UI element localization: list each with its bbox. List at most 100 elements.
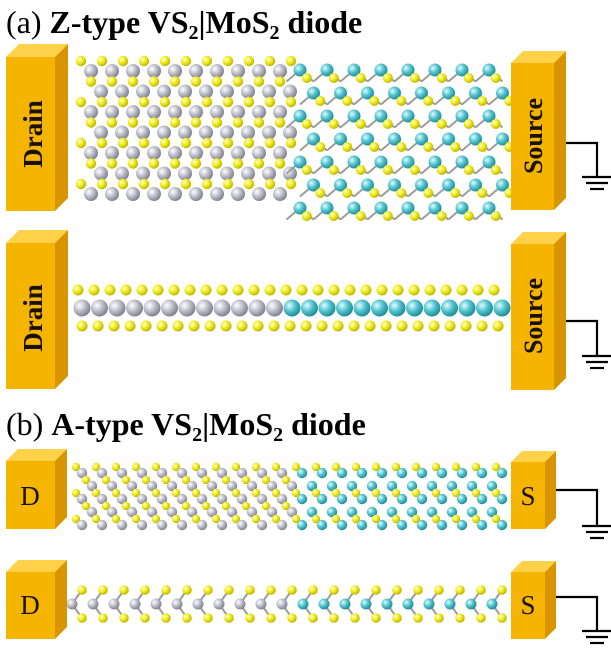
molybdenum-atom bbox=[396, 519, 408, 531]
sulfur-atom bbox=[138, 96, 150, 108]
molybdenum-atom bbox=[476, 299, 493, 317]
source-label-b-top: S bbox=[520, 481, 535, 511]
panel-b-title: (b) A-type VS2|MoS2 diode bbox=[6, 408, 366, 445]
sulfur-atom bbox=[120, 284, 132, 296]
vanadium-atom bbox=[286, 506, 298, 518]
molybdenum-atom bbox=[402, 598, 414, 610]
molybdenum-atom bbox=[316, 467, 328, 479]
vanadium-atom bbox=[256, 467, 268, 479]
molybdenum-atom bbox=[456, 467, 468, 479]
vanadium-atom bbox=[266, 480, 278, 492]
molybdenum-atom bbox=[423, 598, 435, 610]
vanadium-atom bbox=[252, 146, 266, 160]
sulfur-atom bbox=[284, 320, 296, 332]
sulfur-atom bbox=[182, 585, 192, 595]
vanadium-atom bbox=[231, 64, 245, 78]
sulfur-atom bbox=[423, 188, 434, 198]
sulfur-atom bbox=[159, 137, 171, 149]
molybdenum-atom bbox=[296, 493, 308, 505]
vanadium-atom bbox=[94, 84, 108, 99]
vanadium-atom bbox=[236, 493, 248, 505]
sulfur-atom bbox=[287, 613, 297, 623]
vanadium-atom bbox=[199, 166, 213, 181]
molybdenum-atom bbox=[436, 493, 448, 505]
sulfur-atom bbox=[455, 613, 465, 623]
sulfur-atom bbox=[101, 475, 111, 485]
sulfur-atom bbox=[296, 284, 308, 296]
sulfur-atom bbox=[436, 211, 447, 221]
sulfur-atom bbox=[450, 96, 461, 106]
vanadium-atom bbox=[231, 146, 245, 160]
molybdenum-atom bbox=[469, 86, 482, 100]
sulfur-atom bbox=[211, 158, 223, 169]
vanadium-atom bbox=[186, 506, 198, 518]
sulfur-atom bbox=[127, 117, 139, 128]
sulfur-atom bbox=[71, 488, 81, 498]
molybdenum-atom bbox=[301, 299, 318, 317]
sulfur-atom bbox=[329, 613, 339, 623]
vanadium-atom bbox=[262, 84, 276, 99]
sulfur-atom bbox=[169, 117, 181, 128]
sulfur-atom bbox=[451, 462, 461, 472]
molybdenum-atom bbox=[416, 467, 428, 479]
molybdenum-atom bbox=[296, 519, 308, 531]
sulfur-atom bbox=[351, 514, 361, 524]
sulfur-atom bbox=[350, 585, 360, 595]
sulfur-atom bbox=[117, 96, 129, 108]
sulfur-atom bbox=[315, 188, 326, 198]
vanadium-atom bbox=[273, 64, 287, 78]
vanadium-atom bbox=[286, 480, 298, 492]
source-electrode-b-side: S bbox=[511, 561, 556, 639]
vanadium-atom bbox=[108, 299, 126, 317]
molybdenum-atom bbox=[446, 506, 458, 518]
vanadium-atom bbox=[115, 84, 129, 99]
molybdenum-atom bbox=[361, 178, 374, 192]
vanadium-atom bbox=[241, 84, 255, 99]
sulfur-atom bbox=[342, 96, 353, 106]
vanadium-atom bbox=[241, 125, 255, 140]
vanadium-atom bbox=[96, 519, 108, 531]
vanadium-atom bbox=[262, 166, 276, 181]
sulfur-atom bbox=[159, 96, 171, 108]
sulfur-atom bbox=[98, 613, 108, 623]
sulfur-atom bbox=[184, 284, 196, 296]
vanadium-atom bbox=[73, 299, 91, 317]
vanadium-atom bbox=[220, 166, 234, 181]
sulfur-atom bbox=[169, 158, 181, 169]
vanadium-atom bbox=[146, 480, 158, 492]
sulfur-atom bbox=[91, 462, 101, 472]
vanadium-atom bbox=[226, 480, 238, 492]
sulfur-atom bbox=[455, 585, 465, 595]
sulfur-atom bbox=[291, 514, 301, 524]
vanadium-atom bbox=[126, 187, 140, 201]
molybdenum-atom bbox=[316, 493, 328, 505]
sulfur-atom bbox=[444, 320, 456, 332]
sulfur-atom bbox=[151, 462, 161, 472]
sulfur-atom bbox=[463, 211, 474, 221]
molybdenum-atom bbox=[293, 109, 307, 123]
sulfur-atom bbox=[222, 96, 234, 108]
vanadium-atom bbox=[189, 64, 203, 78]
vanadium-atom bbox=[176, 467, 188, 479]
sulfur-atom bbox=[285, 55, 297, 67]
molybdenum-atom bbox=[293, 63, 307, 77]
vanadium-atom bbox=[283, 166, 297, 181]
drain-electrode-a-side: Drain bbox=[6, 230, 68, 389]
vanadium-atom bbox=[96, 467, 108, 479]
sulfur-atom bbox=[148, 158, 160, 169]
sulfur-atom bbox=[392, 613, 402, 623]
sulfur-atom bbox=[434, 585, 444, 595]
sulfur-atom bbox=[191, 514, 201, 524]
sulfur-atom bbox=[121, 501, 131, 511]
sulfur-atom bbox=[106, 76, 118, 87]
sulfur-atom bbox=[497, 613, 507, 623]
vanadium-atom bbox=[196, 299, 213, 317]
sulfur-atom bbox=[434, 613, 444, 623]
vanadium-atom bbox=[94, 166, 108, 181]
molybdenum-atom bbox=[347, 155, 361, 169]
sulfur-atom bbox=[224, 585, 234, 595]
molybdenum-atom bbox=[406, 480, 418, 492]
sulfur-atom bbox=[287, 585, 297, 595]
sulfur-atom bbox=[281, 501, 291, 511]
sulfur-atom bbox=[291, 488, 301, 498]
